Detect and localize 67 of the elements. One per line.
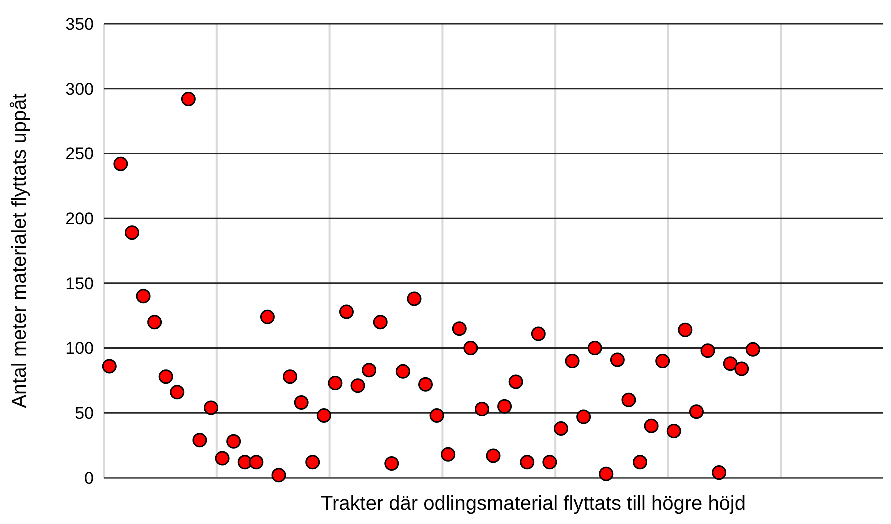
point (746, 342, 760, 357)
point (215, 451, 230, 466)
point (260, 310, 275, 324)
point (192, 433, 208, 448)
point (689, 404, 704, 420)
point (124, 226, 140, 240)
point (226, 434, 242, 449)
point (430, 408, 444, 423)
point (170, 385, 185, 400)
point (283, 370, 298, 384)
point (407, 292, 422, 306)
point (666, 424, 682, 439)
point (644, 418, 659, 434)
y-tick-label: 250 (66, 144, 94, 164)
point (723, 356, 738, 372)
point (656, 354, 670, 368)
point (565, 354, 580, 368)
point (576, 410, 592, 424)
x-axis-title: Trakter där odlingsmaterial flyttats till högre höjd (321, 493, 746, 515)
point (700, 344, 716, 358)
point (350, 378, 366, 394)
point (158, 370, 174, 384)
point (441, 447, 456, 462)
y-tick-label: 100 (66, 339, 94, 358)
point (272, 468, 286, 483)
point (712, 466, 727, 480)
point (678, 322, 693, 338)
y-tick-label: 350 (66, 14, 94, 34)
point (181, 92, 196, 106)
y-tick-label: 150 (66, 274, 94, 294)
point (633, 455, 648, 470)
point (362, 363, 377, 378)
point (622, 392, 636, 408)
point (339, 304, 354, 320)
point (452, 322, 467, 336)
point (508, 374, 524, 390)
point (498, 399, 512, 414)
point (316, 408, 332, 423)
point (249, 455, 264, 470)
point (136, 289, 151, 304)
point (384, 456, 400, 471)
point (418, 377, 434, 392)
point (554, 421, 568, 436)
point (734, 362, 750, 376)
y-tick-label: 50 (75, 404, 94, 424)
point (102, 359, 117, 374)
y-tick-label: 300 (66, 80, 94, 99)
point (464, 341, 478, 356)
point (148, 315, 162, 330)
point (474, 402, 490, 416)
point (531, 326, 546, 342)
point (328, 376, 343, 391)
point (373, 315, 388, 330)
y-tick-label: 200 (66, 210, 94, 229)
point (486, 448, 501, 464)
y-tick-label: 0 (84, 468, 94, 488)
point (610, 352, 625, 368)
point (599, 466, 614, 482)
point (520, 455, 535, 470)
point (306, 455, 320, 470)
point (294, 396, 309, 410)
y-axis-title: Antal meter materialet flyttats uppåt (9, 93, 31, 408)
point (542, 455, 558, 470)
point (588, 341, 602, 356)
point (396, 364, 410, 379)
point (114, 156, 128, 172)
point (204, 400, 219, 416)
